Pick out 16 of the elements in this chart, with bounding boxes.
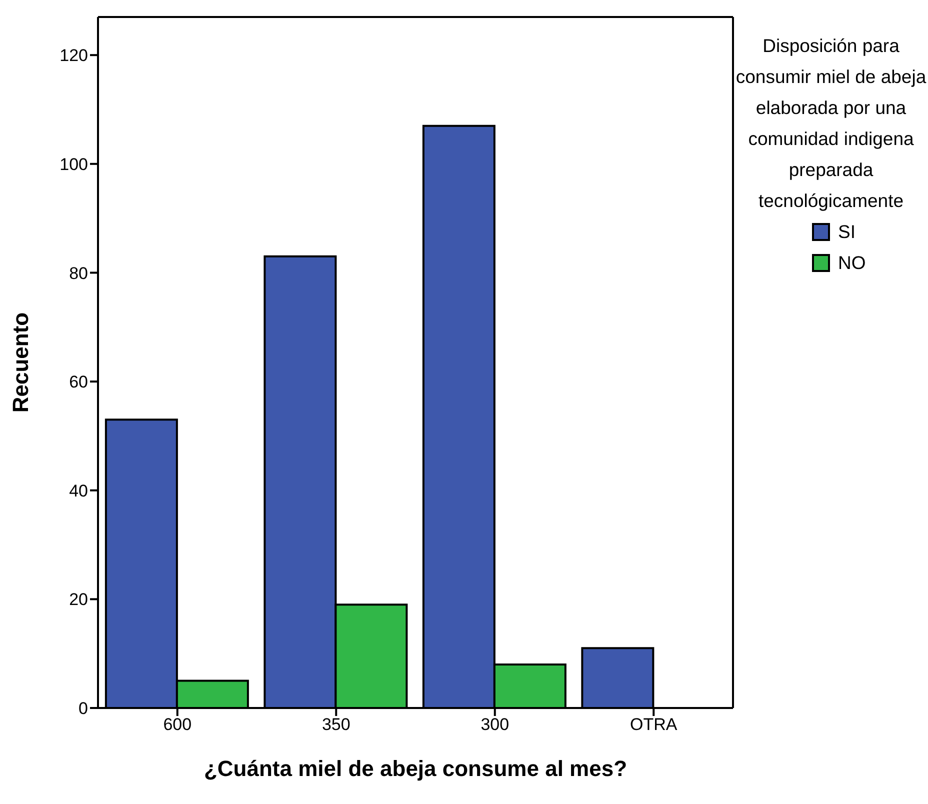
x-tick-label: 600	[163, 715, 192, 734]
y-tick-label: 100	[60, 154, 88, 174]
y-tick-label: 0	[78, 699, 88, 718]
x-axis-title: ¿Cuánta miel de abeja consume al mes?	[204, 756, 628, 781]
legend-label: NO	[838, 251, 866, 275]
legend-label: SI	[838, 220, 856, 244]
y-tick-label: 20	[69, 590, 88, 610]
y-tick-label: 60	[69, 372, 88, 392]
y-tick-label: 120	[60, 46, 88, 66]
x-tick-label: 300	[480, 715, 510, 734]
legend-title: Disposición para consumir miel de abeja elaborada por una comunidad indigena preparada tecnológicamente	[734, 34, 928, 213]
y-axis-title: Recuento	[8, 312, 33, 413]
y-tick-label: 40	[69, 481, 88, 500]
x-tick-label: OTRA	[630, 715, 678, 734]
y-tick-label: 80	[69, 264, 88, 283]
x-tick-label: 350	[322, 715, 350, 734]
